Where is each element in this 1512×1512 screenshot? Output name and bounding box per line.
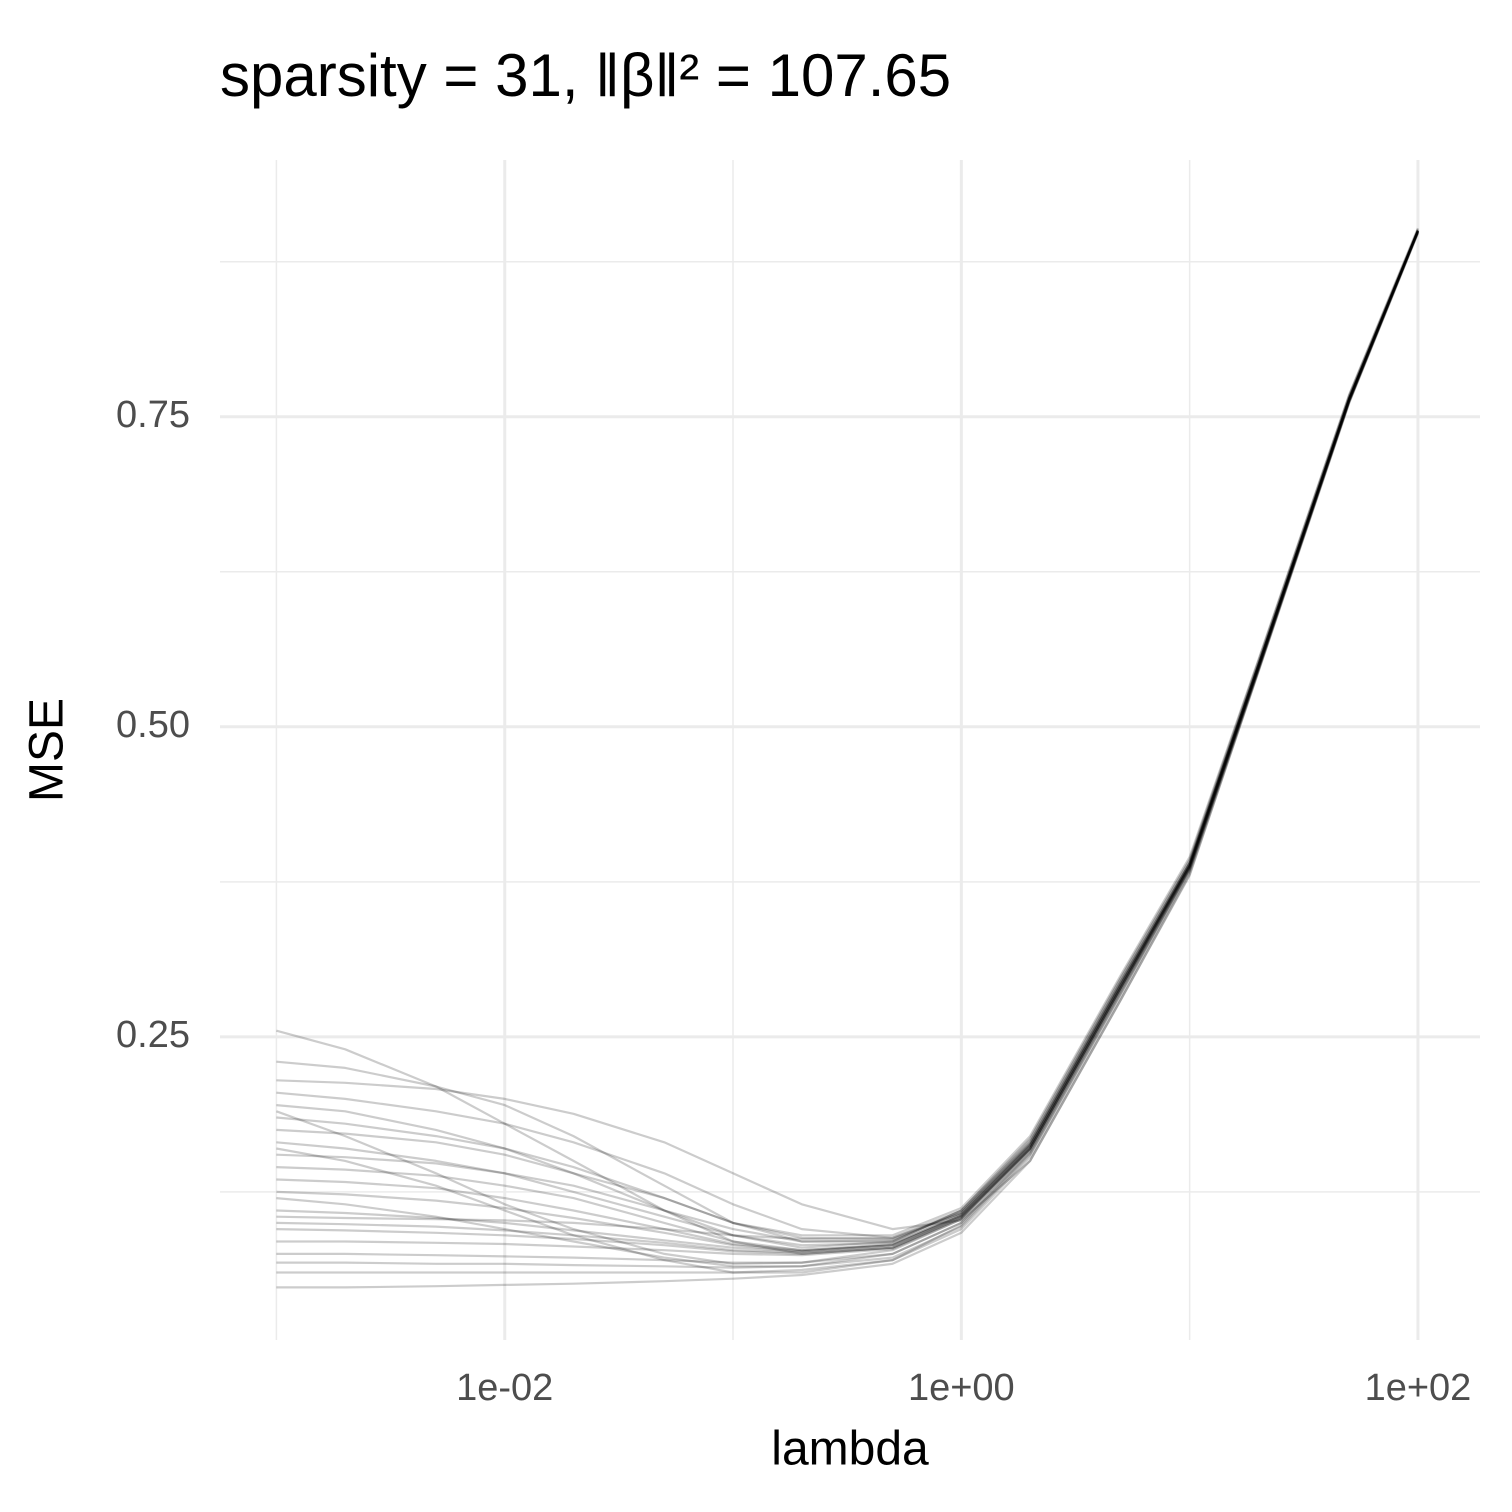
mse-line <box>276 230 1419 1255</box>
mse-line <box>276 230 1419 1243</box>
mse-line <box>276 230 1419 1243</box>
mse-line <box>276 231 1419 1257</box>
mse-line <box>276 231 1419 1231</box>
chart-title: sparsity = 31, ‖β‖² = 107.65 <box>220 42 951 109</box>
mse-line <box>276 230 1419 1252</box>
x-tick-label: 1e+02 <box>1365 1367 1472 1409</box>
mse-line <box>276 230 1419 1255</box>
mse-line <box>276 231 1419 1247</box>
y-axis-title: MSE <box>21 698 74 802</box>
mse-line <box>276 230 1419 1253</box>
mse-line <box>276 227 1419 1237</box>
mse-line <box>276 231 1419 1274</box>
y-tick-label: 0.50 <box>116 704 190 746</box>
mse-line <box>276 231 1419 1264</box>
mse-line <box>276 230 1419 1241</box>
mse-line <box>276 231 1419 1239</box>
x-tick-label: 1e+00 <box>908 1367 1015 1409</box>
mse-line <box>276 230 1419 1253</box>
mse-line <box>276 229 1419 1249</box>
mse-line <box>276 231 1419 1269</box>
y-tick-label: 0.75 <box>116 394 190 436</box>
x-axis-title: lambda <box>771 1423 929 1476</box>
mse-line <box>276 231 1419 1268</box>
mse-line <box>276 232 1419 1274</box>
mse-line <box>276 232 1419 1289</box>
mse-line <box>276 229 1419 1241</box>
mse-line <box>276 230 1419 1254</box>
y-tick-label: 0.25 <box>116 1014 190 1056</box>
mse-line <box>276 230 1419 1265</box>
x-tick-label: 1e-02 <box>456 1367 553 1409</box>
mse-line <box>276 230 1419 1252</box>
